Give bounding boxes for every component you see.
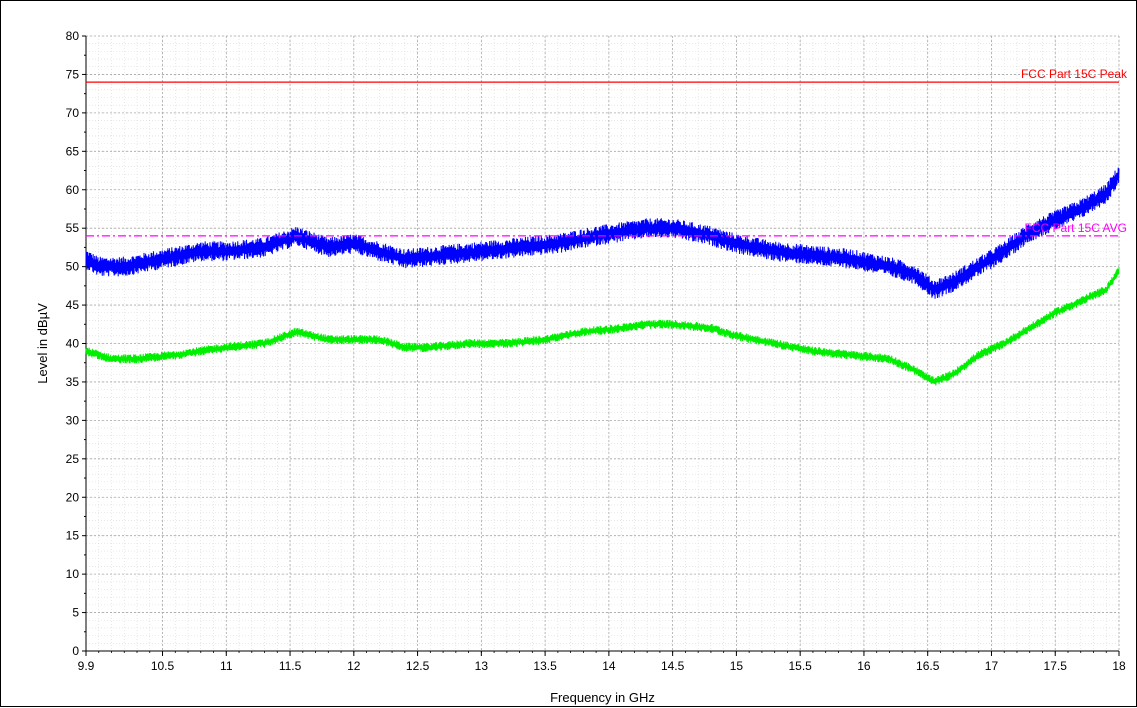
y-tick-label: 50 [66,260,80,274]
series-line-2 [85,266,1120,386]
y-tick-label: 35 [66,375,80,389]
x-tick-label: 15 [730,659,744,673]
x-tick-label: 17.5 [1044,659,1068,673]
series-line-1 [85,167,1120,299]
y-axis-title: Level in dBµV [35,303,50,384]
y-tick-label: 5 [72,606,79,620]
y-tick-label: 0 [72,644,79,658]
y-tick-label: 20 [66,490,80,504]
x-tick-label: 11.5 [279,659,302,673]
limit-label-2: FCC Part 15C AVG [1025,221,1127,235]
x-axis-title: Frequency in GHz [550,690,655,705]
y-tick-label: 45 [66,298,80,312]
y-tick-label: 10 [66,567,80,581]
x-tick-label: 10.5 [151,659,175,673]
x-tick-label: 14 [602,659,616,673]
x-tick-label: 11 [220,659,233,673]
x-tick-label: 12.5 [406,659,430,673]
tick-layer: 0 5 10 15 20 25 30 35 40 45 50 55 60 65 70 75 80 9.9 10.5 1… [66,29,1126,673]
x-tick-label: 9.9 [78,659,95,673]
x-tick-label: 16 [857,659,871,673]
x-tick-label: 17 [985,659,999,673]
grid-layer [85,35,1120,652]
x-tick-label: 14.5 [661,659,685,673]
y-tick-label: 15 [66,529,80,543]
y-tick-label: 55 [66,221,80,235]
x-tick-label: 13.5 [533,659,557,673]
x-tick-label: 18 [1112,659,1126,673]
x-tick-label: 15.5 [788,659,812,673]
x-tick-label: 16.5 [916,659,940,673]
y-tick-label: 30 [66,413,80,427]
y-tick-label: 80 [66,29,80,43]
y-tick-label: 40 [66,337,80,351]
limit-label-1: FCC Part 15C Peak [1021,67,1128,81]
y-tick-label: 60 [66,183,80,197]
limit-layer: FCC Part 15C Peak FCC Part 15C AVG [86,67,1128,237]
series-layer [85,167,1120,386]
y-tick-label: 25 [66,452,80,466]
x-tick-label: 12 [347,659,361,673]
y-tick-label: 75 [66,67,80,81]
y-tick-label: 70 [66,106,80,120]
x-tick-label: 13 [475,659,489,673]
y-tick-label: 65 [66,144,80,158]
